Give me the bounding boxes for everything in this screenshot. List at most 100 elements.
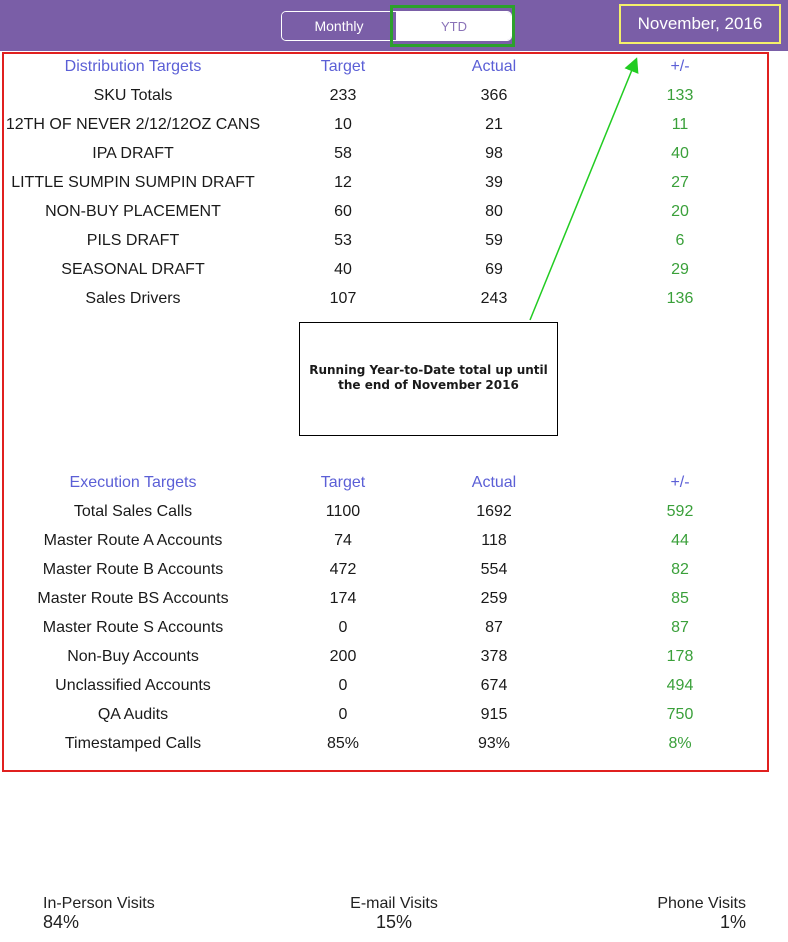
phone-visits-label: Phone Visits xyxy=(657,895,746,912)
row-diff: 11 xyxy=(671,116,689,133)
execution-row: Unclassified Accounts 0 674 494 xyxy=(0,671,788,700)
row-label: QA Audits xyxy=(97,706,169,723)
row-label: NON-BUY PLACEMENT xyxy=(45,203,221,220)
actual-column-header: Actual xyxy=(471,474,517,491)
ytd-explanation-callout: Running Year-to-Date total up until the … xyxy=(299,322,558,436)
row-diff: 40 xyxy=(671,145,689,162)
row-label: Unclassified Accounts xyxy=(55,677,211,694)
row-label: Master Route S Accounts xyxy=(42,619,224,636)
row-diff: 592 xyxy=(666,503,694,520)
distribution-section-title: Distribution Targets xyxy=(64,58,202,75)
row-diff: 178 xyxy=(666,648,694,665)
in-person-visits-label: In-Person Visits xyxy=(43,895,155,912)
row-actual: 366 xyxy=(480,87,508,104)
row-actual: 118 xyxy=(481,532,507,549)
distribution-row: PILS DRAFT 53 59 6 xyxy=(0,226,788,255)
row-target: 10 xyxy=(334,116,352,133)
row-diff: 20 xyxy=(671,203,689,220)
row-actual: 59 xyxy=(485,232,503,249)
email-visits-label: E-mail Visits xyxy=(350,895,438,912)
row-target: 12 xyxy=(334,174,352,191)
execution-section-title: Execution Targets xyxy=(69,474,197,491)
monthly-segment-button[interactable]: Monthly xyxy=(282,12,397,40)
row-diff: 44 xyxy=(671,532,689,549)
row-label: Total Sales Calls xyxy=(73,503,193,520)
row-label: LITTLE SUMPIN SUMPIN DRAFT xyxy=(11,174,255,191)
execution-row: Timestamped Calls 85% 93% 8% xyxy=(0,729,788,758)
target-column-header: Target xyxy=(320,58,366,75)
top-bar: Monthly YTD November, 2016 xyxy=(0,0,788,51)
row-actual: 39 xyxy=(485,174,503,191)
row-label: 12TH OF NEVER 2/12/12OZ CANS xyxy=(5,116,261,133)
row-target: 58 xyxy=(334,145,352,162)
row-diff: 136 xyxy=(666,290,694,307)
diff-column-header: +/- xyxy=(670,58,690,75)
callout-line-2: the end of November 2016 xyxy=(338,378,519,392)
execution-row: Master Route A Accounts 74 118 44 xyxy=(0,526,788,555)
row-target: 107 xyxy=(329,290,357,307)
row-target: 85% xyxy=(326,735,360,752)
row-diff: 29 xyxy=(671,261,689,278)
distribution-row: 12TH OF NEVER 2/12/12OZ CANS 10 21 11 xyxy=(0,110,788,139)
row-diff: 8% xyxy=(668,735,692,752)
period-date-label[interactable]: November, 2016 xyxy=(619,4,781,44)
row-actual: 93% xyxy=(477,735,511,752)
row-actual: 80 xyxy=(485,203,503,220)
row-label: Master Route A Accounts xyxy=(43,532,223,549)
row-target: 200 xyxy=(329,648,357,665)
ytd-segment-button[interactable]: YTD xyxy=(397,12,511,40)
row-target: 53 xyxy=(334,232,352,249)
execution-row: Master Route B Accounts 472 554 82 xyxy=(0,555,788,584)
row-target: 0 xyxy=(338,677,348,694)
target-column-header: Target xyxy=(320,474,366,491)
row-label: SKU Totals xyxy=(93,87,173,104)
execution-row: Total Sales Calls 1100 1692 592 xyxy=(0,497,788,526)
row-label: PILS DRAFT xyxy=(86,232,180,249)
row-actual: 243 xyxy=(480,290,508,307)
in-person-visits-stat: In-Person Visits 84% xyxy=(43,895,155,931)
row-target: 0 xyxy=(338,706,348,723)
execution-row: QA Audits 0 915 750 xyxy=(0,700,788,729)
row-actual: 674 xyxy=(480,677,508,694)
row-diff: 82 xyxy=(671,561,689,578)
phone-visits-value: 1% xyxy=(719,912,746,932)
row-label: Master Route B Accounts xyxy=(42,561,224,578)
row-target: 40 xyxy=(334,261,352,278)
row-target: 472 xyxy=(329,561,357,578)
row-diff: 750 xyxy=(666,706,694,723)
execution-row: Master Route S Accounts 0 87 87 xyxy=(0,613,788,642)
row-target: 1100 xyxy=(325,503,361,520)
distribution-row: IPA DRAFT 58 98 40 xyxy=(0,139,788,168)
email-visits-value: 15% xyxy=(375,912,413,932)
callout-line-1: Running Year-to-Date total up until xyxy=(309,363,548,377)
row-actual: 21 xyxy=(485,116,503,133)
row-actual: 378 xyxy=(480,648,508,665)
row-diff: 27 xyxy=(671,174,689,191)
email-visits-stat: E-mail Visits 15% xyxy=(334,895,454,931)
row-diff: 494 xyxy=(666,677,694,694)
row-diff: 87 xyxy=(671,619,689,636)
diff-column-header: +/- xyxy=(670,474,690,491)
row-label: Timestamped Calls xyxy=(64,735,202,752)
period-segmented-control: Monthly YTD xyxy=(281,11,512,41)
execution-row: Master Route BS Accounts 174 259 85 xyxy=(0,584,788,613)
distribution-row: SKU Totals 233 366 133 xyxy=(0,81,788,110)
row-actual: 554 xyxy=(480,561,508,578)
distribution-row: NON-BUY PLACEMENT 60 80 20 xyxy=(0,197,788,226)
distribution-row: LITTLE SUMPIN SUMPIN DRAFT 12 39 27 xyxy=(0,168,788,197)
row-actual: 98 xyxy=(485,145,503,162)
row-label: Sales Drivers xyxy=(85,290,181,307)
row-label: Non-Buy Accounts xyxy=(67,648,199,665)
row-target: 174 xyxy=(329,590,357,607)
row-actual: 915 xyxy=(480,706,508,723)
row-actual: 1692 xyxy=(476,503,512,520)
row-target: 74 xyxy=(334,532,352,549)
row-label: IPA DRAFT xyxy=(92,145,174,162)
row-actual: 87 xyxy=(485,619,503,636)
row-diff: 85 xyxy=(671,590,689,607)
distribution-header-row: Distribution Targets Target Actual +/- xyxy=(0,52,788,81)
row-label: SEASONAL DRAFT xyxy=(61,261,205,278)
row-target: 0 xyxy=(338,619,348,636)
in-person-visits-value: 84% xyxy=(43,912,80,932)
row-diff: 6 xyxy=(675,232,685,249)
